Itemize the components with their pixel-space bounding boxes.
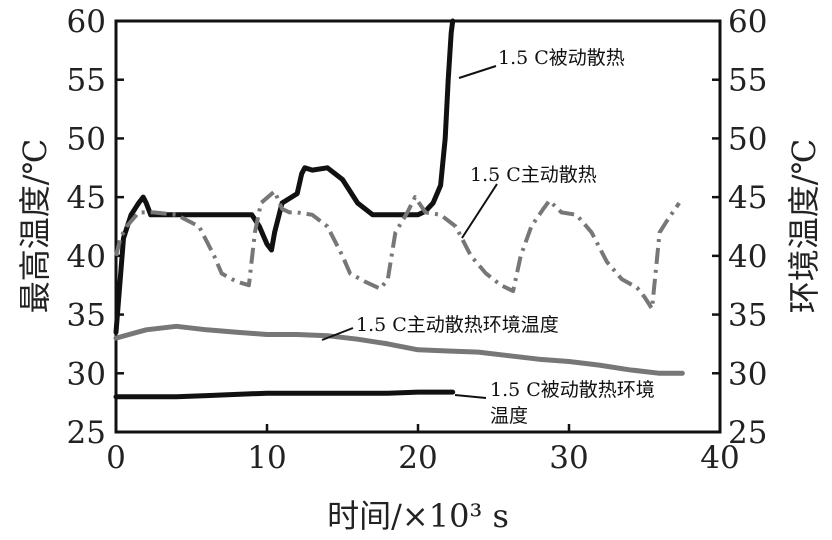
x-tick-label: 30 [549,440,588,476]
annotation-leader-line [454,394,487,399]
y-tick-label-left: 50 [67,121,106,157]
series-line-3 [113,323,685,376]
y-tick-label-right: 45 [728,180,767,216]
series-annotation-label: 温度 [490,405,528,427]
x-tick-label: 0 [106,440,126,476]
y-tick-label-right: 55 [728,63,767,99]
series-line-2 [114,189,681,311]
series-annotation-label: 1.5 C被动散热 [498,47,625,69]
series-line-4 [113,389,456,400]
y-tick-label-left: 40 [67,239,106,275]
y-tick-label-right: 40 [728,239,767,275]
series-layer [113,18,685,400]
y-tick-label-left: 55 [67,63,106,99]
y-tick-label-left: 25 [67,415,106,451]
annotation-leader-line [321,327,354,341]
annotation-leader-line [458,65,497,79]
y-tick-label-right: 30 [728,356,767,392]
series-annotation-label: 1.5 C主动散热 [470,164,597,186]
y-tick-label-left: 45 [67,180,106,216]
y-tick-label-right: 50 [728,121,767,157]
x-tick-label: 10 [247,440,286,476]
y-tick-label-right: 35 [728,298,767,334]
y-tick-label-left: 60 [67,4,106,40]
x-tick-label: 40 [700,440,739,476]
x-axis-title: 时间/×10³ s [327,497,509,535]
y-axis-title-left: 最高温度/℃ [16,139,54,314]
y-tick-label-right: 25 [728,415,767,451]
y-tick-label-left: 35 [67,298,106,334]
series-annotation-label: 1.5 C被动散热环境 [490,379,655,401]
series-annotation-label: 1.5 C主动散热环境温度 [356,314,559,336]
series-line-1 [113,18,456,335]
annotations-layer: 1.5 C被动散热 1.5 C主动散热 1.5 C主动散热环境温度 1.5 C被动散热… [321,47,655,427]
x-tick-label: 20 [398,440,437,476]
y-tick-label-left: 30 [67,356,106,392]
y-tick-label-right: 60 [728,4,767,40]
annotation-leader-line [461,183,498,239]
y-axis-title-right: 环境温度/℃ [785,139,823,314]
